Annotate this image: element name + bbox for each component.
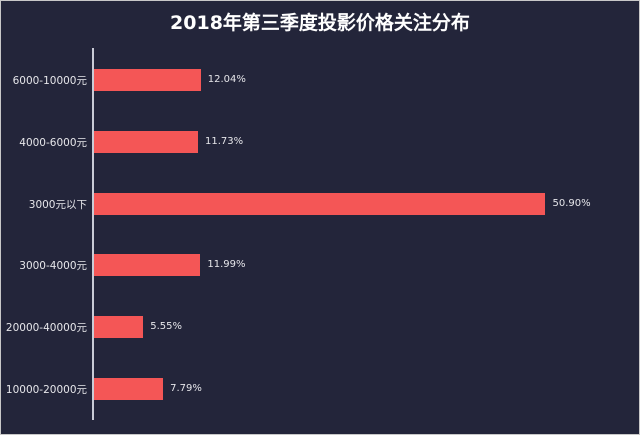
value-label: 11.73% (205, 136, 244, 147)
bar (94, 316, 144, 338)
value-label: 50.90% (552, 198, 591, 209)
value-label: 5.55% (150, 321, 182, 332)
category-label: 3000-4000元 (19, 260, 87, 272)
bar (94, 69, 201, 91)
y-axis-line (92, 48, 94, 420)
bar (94, 131, 199, 153)
value-label: 7.79% (170, 383, 202, 394)
bar-row: 3000-4000元 11.99% (0, 254, 640, 278)
bar (94, 254, 201, 276)
bar-row: 20000-40000元 5.55% (0, 316, 640, 340)
bar-row: 3000元以下 50.90% (0, 193, 640, 217)
category-label: 4000-6000元 (19, 137, 87, 149)
chart-title: 2018年第三季度投影价格关注分布 (170, 12, 470, 34)
bar (94, 378, 164, 400)
bar-row: 4000-6000元 11.73% (0, 131, 640, 155)
value-label: 12.04% (207, 74, 246, 85)
bar-row: 10000-20000元 7.79% (0, 378, 640, 402)
bar (94, 193, 546, 215)
value-label: 11.99% (207, 259, 246, 270)
category-label: 20000-40000元 (5, 322, 87, 334)
bar-row: 6000-10000元 12.04% (0, 69, 640, 93)
category-label: 3000元以下 (28, 199, 87, 211)
category-label: 6000-10000元 (12, 75, 87, 87)
category-label: 10000-20000元 (5, 384, 87, 396)
